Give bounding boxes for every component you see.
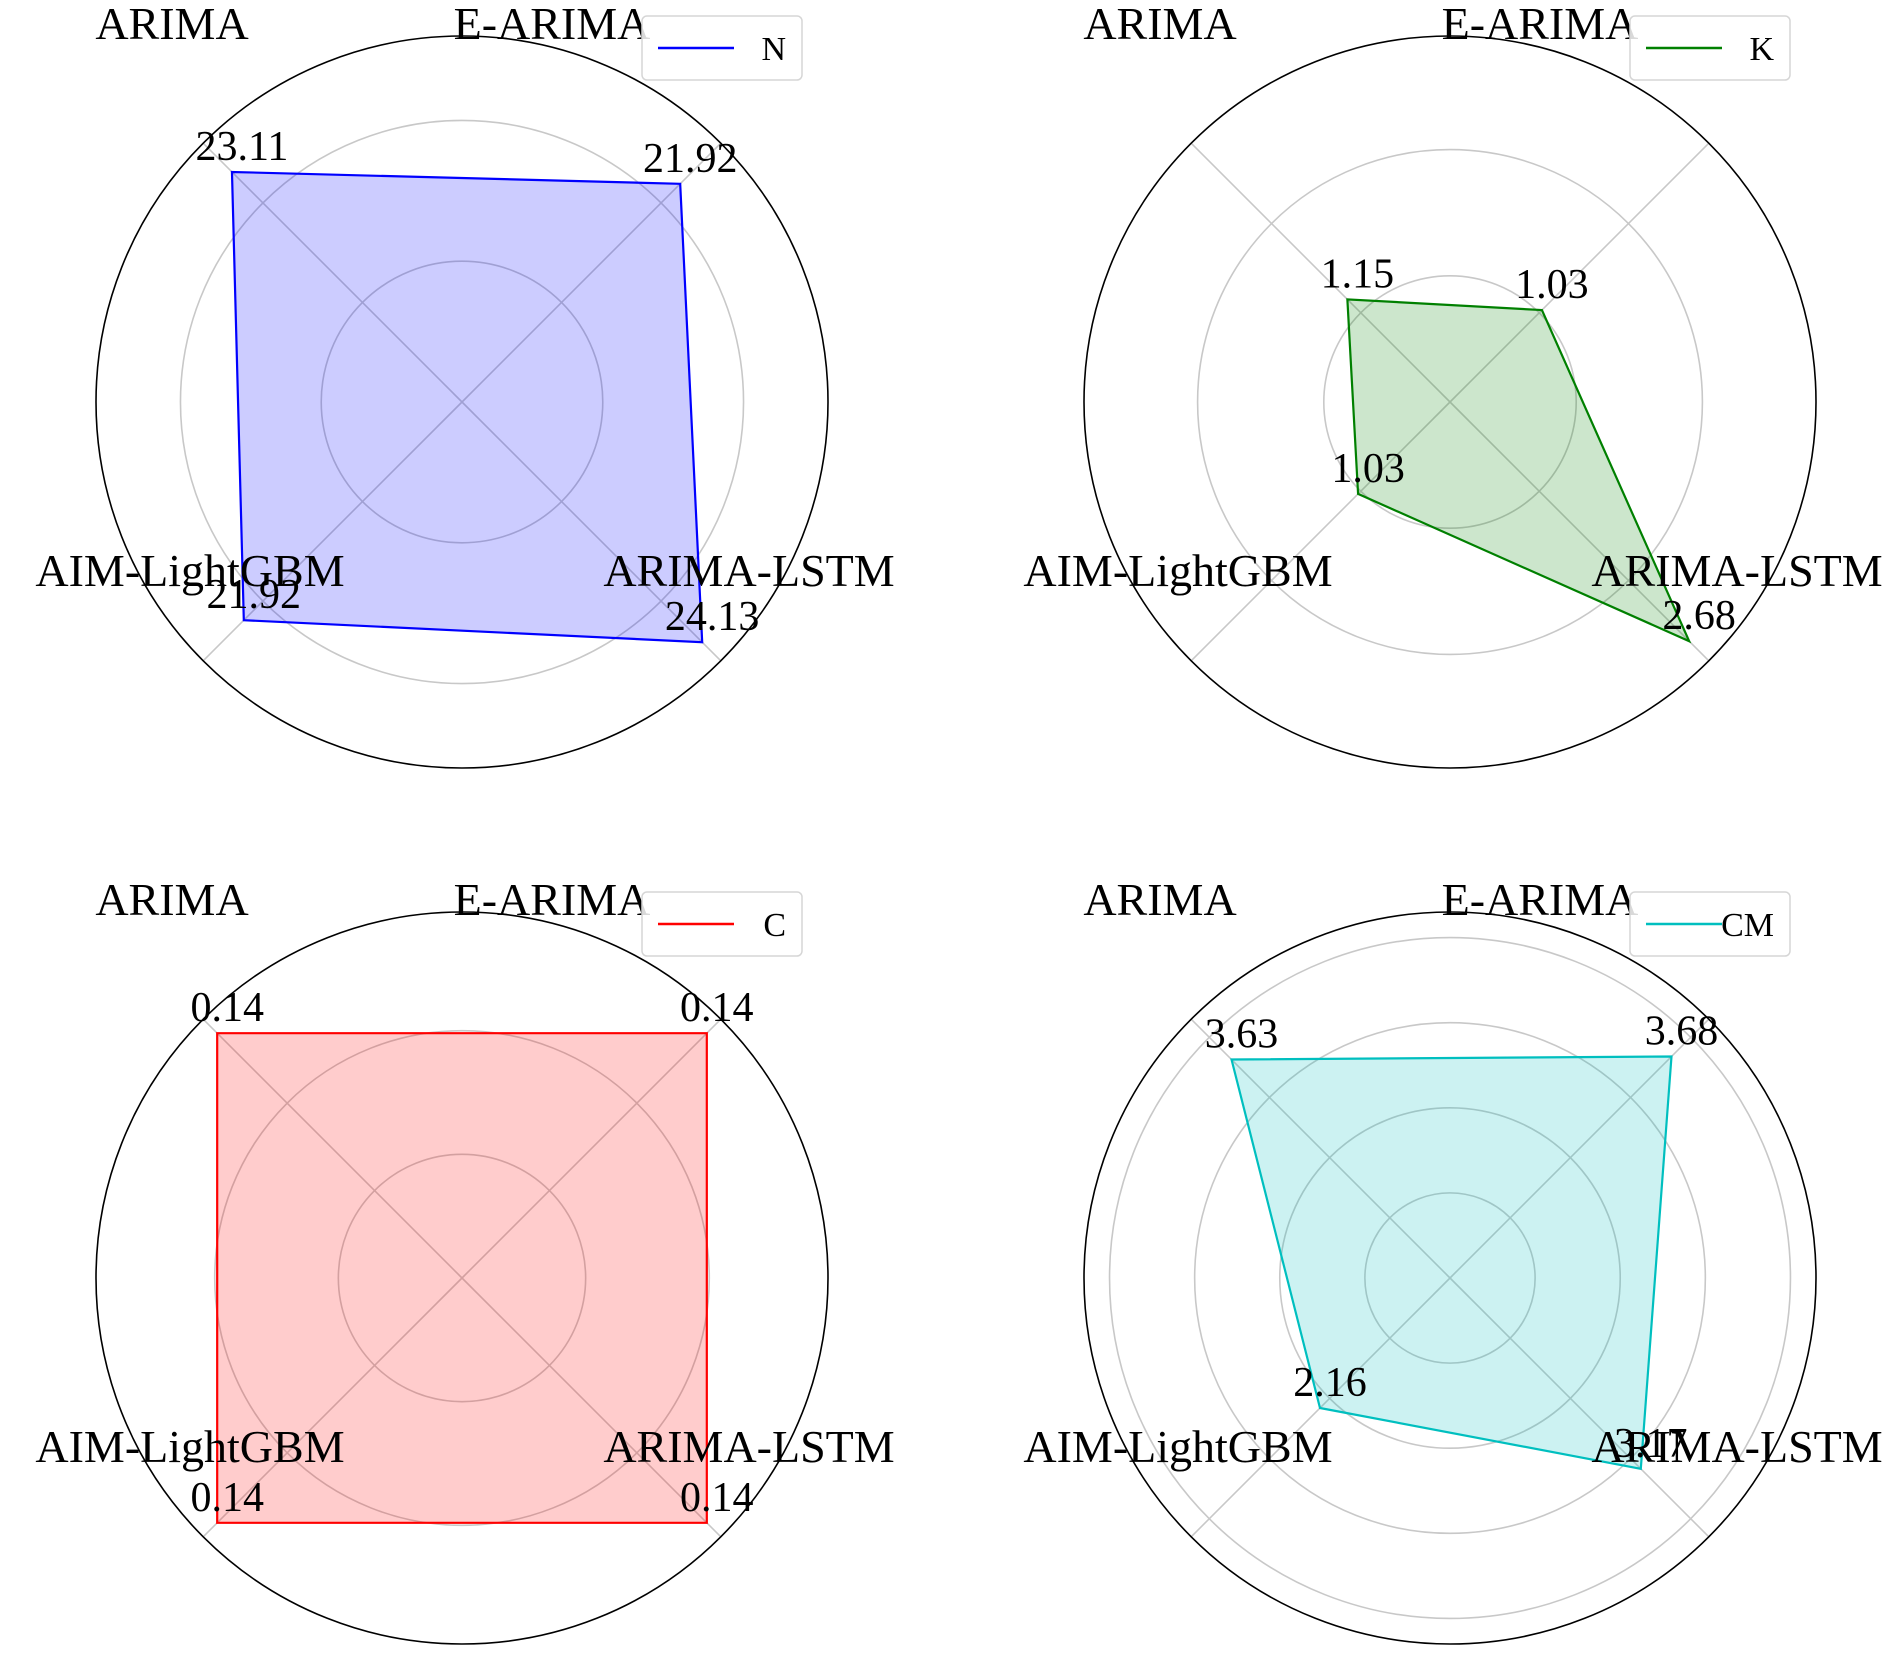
series-area-n [231, 171, 703, 643]
value-label: 0.14 [680, 985, 754, 1031]
category-label-aim-lightgbm: AIM-LightGBM [35, 545, 344, 596]
grid-ring [1193, 1021, 1707, 1535]
series-area-cm [1231, 1056, 1672, 1469]
category-label-arima-lstm: ARIMA-LSTM [1591, 545, 1882, 596]
grid-spoke [461, 401, 722, 662]
value-label: 0.14 [680, 1475, 754, 1521]
polar-frame [95, 911, 829, 1645]
series-area-c [217, 1033, 707, 1523]
grid-spoke [1190, 1018, 1451, 1279]
grid-spoke [1449, 1018, 1710, 1279]
polar-frame [1083, 911, 1817, 1645]
category-label-arima-lstm: ARIMA-LSTM [1591, 1421, 1882, 1472]
series-line-k [1346, 298, 1692, 644]
value-label: 1.03 [1515, 262, 1589, 308]
value-label: 0.14 [190, 985, 264, 1031]
grid-ring [213, 1029, 711, 1527]
legend-label: C [763, 907, 786, 944]
grid-ring [1108, 936, 1792, 1620]
series-line-cm [1230, 1055, 1673, 1471]
legend-c: C [641, 891, 803, 957]
value-label: 2.16 [1293, 1360, 1367, 1406]
grid-ring [337, 1153, 587, 1403]
grid-spoke [461, 1277, 722, 1538]
category-label-arima: ARIMA [1083, 874, 1236, 925]
radar-panel-n: E-ARIMA ARIMA AIM-LightGBM ARIMA-LSTM 21.92 2… [35, 0, 895, 769]
grid-spoke [1190, 401, 1451, 662]
category-label-e-arima: E-ARIMA [1442, 874, 1639, 925]
grid-spoke [202, 142, 463, 403]
polar-frame [95, 35, 829, 769]
grid-ring [1364, 1192, 1536, 1364]
category-label-e-arima: E-ARIMA [454, 874, 651, 925]
category-label-arima-lstm: ARIMA-LSTM [603, 545, 894, 596]
category-label-arima-lstm: ARIMA-LSTM [603, 1421, 894, 1472]
value-label: 21.92 [207, 572, 302, 618]
value-label: 2.68 [1662, 593, 1736, 639]
value-label: 1.15 [1321, 251, 1395, 297]
grid-spoke [1449, 142, 1710, 403]
category-label-aim-lightgbm: AIM-LightGBM [1023, 1421, 1332, 1472]
grid-spoke [202, 401, 463, 662]
value-label: 23.11 [195, 124, 288, 170]
value-label: 3.68 [1645, 1009, 1719, 1055]
legend-label: K [1749, 31, 1774, 68]
radar-panel-k: E-ARIMA ARIMA AIM-LightGBM ARIMA-LSTM 1.03 1.… [1023, 0, 1883, 769]
value-label: 0.14 [190, 1475, 264, 1521]
value-label: 3.63 [1205, 1012, 1279, 1058]
value-label: 24.13 [665, 594, 760, 640]
category-label-arima: ARIMA [95, 874, 248, 925]
legend-label: CM [1721, 907, 1774, 944]
grid-spoke [461, 1018, 722, 1279]
category-label-arima: ARIMA [1083, 0, 1236, 49]
legend-label: N [761, 31, 786, 68]
grid-spoke [1449, 401, 1710, 662]
legend-cm: CM [1629, 891, 1791, 957]
series-line-c [216, 1032, 708, 1524]
grid-spoke [461, 142, 722, 403]
value-label: 21.92 [643, 136, 738, 182]
grid-ring [320, 260, 604, 544]
grid-ring [1278, 1106, 1622, 1450]
radar-panel-cm: E-ARIMA ARIMA AIM-LightGBM ARIMA-LSTM 3.68 3.… [1023, 874, 1883, 1645]
grid-ring [1196, 148, 1704, 656]
category-label-e-arima: E-ARIMA [1442, 0, 1639, 49]
legend-k: K [1629, 15, 1791, 81]
grid-spoke [202, 1277, 463, 1538]
value-label: 3.17 [1614, 1421, 1688, 1467]
grid-ring [179, 119, 745, 685]
category-label-aim-lightgbm: AIM-LightGBM [1023, 545, 1332, 596]
grid-spoke [1190, 142, 1451, 403]
polar-frame [1083, 35, 1817, 769]
category-label-e-arima: E-ARIMA [454, 0, 651, 49]
series-area-k [1347, 299, 1690, 642]
grid-ring [1322, 274, 1578, 530]
category-label-arima: ARIMA [95, 0, 248, 49]
category-label-aim-lightgbm: AIM-LightGBM [35, 1421, 344, 1472]
series-line-n [230, 170, 704, 644]
grid-spoke [1449, 1277, 1710, 1538]
grid-spoke [202, 1018, 463, 1279]
legend-n: N [641, 15, 803, 81]
value-label: 1.03 [1331, 446, 1405, 492]
